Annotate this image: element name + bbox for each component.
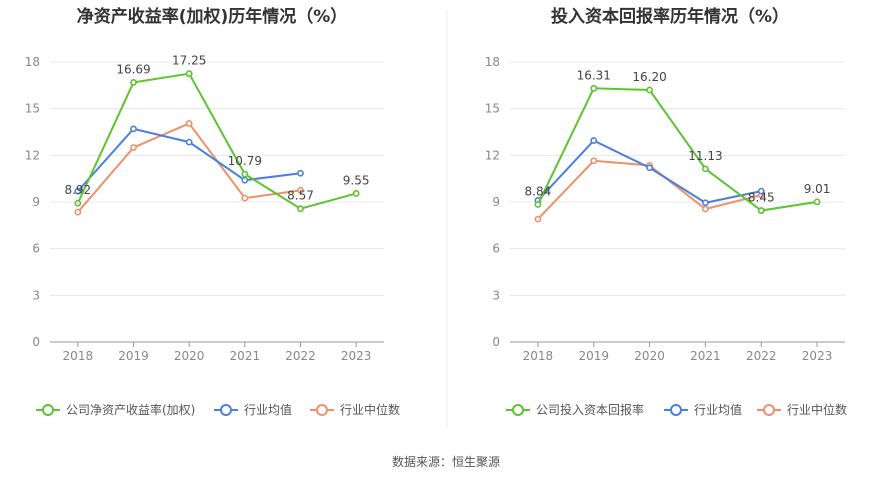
x-tick-label: 2023: [341, 349, 372, 363]
legend-label: 行业均值: [694, 402, 742, 417]
data-point-industry-avg[interactable]: [757, 187, 765, 195]
data-point-industry-avg[interactable]: [185, 138, 193, 146]
data-label: 16.20: [632, 70, 666, 84]
x-tick-label: 2019: [578, 349, 609, 363]
legend-marker-icon: [42, 404, 54, 416]
data-point-industry-avg[interactable]: [130, 125, 137, 133]
source-label: 数据来源：恒生聚源: [392, 454, 500, 469]
legend-item-industry-median[interactable]: 行业中位数: [757, 402, 847, 417]
data-point-industry-avg[interactable]: [241, 176, 249, 184]
data-point-industry-avg[interactable]: [590, 137, 598, 144]
y-tick-label: 18: [25, 55, 40, 69]
y-tick-label: 12: [25, 148, 40, 162]
data-point-company[interactable]: [702, 165, 709, 173]
legend-label: 行业中位数: [787, 402, 847, 417]
y-tick-label: 9: [492, 195, 500, 209]
data-label: 9.01: [804, 182, 831, 196]
data-label: 17.25: [172, 54, 206, 68]
x-tick-label: 2019: [118, 349, 149, 363]
data-point-company[interactable]: [241, 170, 249, 178]
data-point-industry-median[interactable]: [590, 157, 598, 165]
data-point-company[interactable]: [352, 190, 360, 197]
data-point-company[interactable]: [297, 205, 304, 213]
x-tick-label: 2020: [634, 349, 665, 363]
data-label: 16.69: [116, 62, 150, 76]
data-point-industry-median[interactable]: [297, 186, 304, 194]
data-point-industry-median[interactable]: [702, 205, 709, 213]
x-tick-label: 2020: [174, 349, 205, 363]
data-point-company[interactable]: [757, 207, 765, 214]
legend-item-company[interactable]: 公司投入资本回报率: [506, 402, 644, 417]
data-point-company[interactable]: [74, 199, 82, 207]
legend-marker-icon: [220, 404, 232, 416]
data-label: 8.45: [748, 191, 775, 205]
x-tick-label: 2022: [746, 349, 777, 363]
data-point-company[interactable]: [534, 201, 542, 208]
data-point-industry-median[interactable]: [185, 120, 193, 127]
y-tick-label: 6: [492, 242, 500, 256]
data-point-industry-median[interactable]: [534, 215, 542, 223]
y-tick-label: 9: [32, 195, 40, 209]
legend-marker-icon: [763, 404, 775, 416]
legend-marker-icon: [316, 404, 328, 416]
legend-label: 行业均值: [244, 402, 292, 417]
legend-item-company[interactable]: 公司净资产收益率(加权): [36, 402, 195, 417]
legend-item-industry-avg[interactable]: 行业均值: [214, 402, 292, 417]
y-tick-label: 0: [32, 335, 40, 349]
data-point-industry-median[interactable]: [130, 144, 137, 151]
series-line-industry-avg: [77, 127, 301, 192]
y-tick-label: 6: [32, 242, 40, 256]
data-label: 8.92: [64, 183, 91, 197]
data-point-industry-median[interactable]: [74, 208, 82, 216]
data-point-company[interactable]: [646, 86, 653, 94]
data-point-company[interactable]: [130, 78, 137, 86]
x-tick-label: 2018: [63, 349, 94, 363]
data-point-industry-avg[interactable]: [646, 164, 653, 172]
legend-label: 公司净资产收益率(加权): [66, 402, 195, 417]
x-tick-label: 2023: [802, 349, 833, 363]
data-point-company[interactable]: [813, 198, 821, 206]
series-line-industry-median: [77, 122, 301, 213]
data-label: 16.31: [577, 68, 611, 82]
x-tick-label: 2018: [523, 349, 554, 363]
series-line-industry-avg: [537, 139, 762, 204]
x-tick-label: 2021: [230, 349, 261, 363]
legend-item-industry-median[interactable]: 行业中位数: [310, 402, 400, 417]
data-label: 8.84: [525, 184, 552, 198]
data-point-industry-median[interactable]: [241, 194, 249, 202]
series-line-company: [76, 72, 357, 210]
data-label: 10.79: [228, 154, 262, 168]
data-point-industry-avg[interactable]: [74, 187, 82, 195]
legend-item-industry-avg[interactable]: 行业均值: [664, 402, 742, 417]
data-point-company[interactable]: [185, 70, 193, 78]
y-tick-label: 0: [492, 335, 500, 349]
y-tick-label: 3: [492, 288, 500, 302]
y-tick-label: 12: [485, 148, 500, 162]
legend-marker-icon: [512, 404, 524, 416]
chart-title: 投入资本回报率历年情况（%）: [551, 6, 789, 27]
data-point-company[interactable]: [590, 84, 598, 92]
y-tick-label: 15: [25, 102, 40, 116]
y-tick-label: 18: [485, 55, 500, 69]
chart-title: 净资产收益率(加权)历年情况（%）: [77, 6, 348, 27]
x-tick-label: 2021: [690, 349, 721, 363]
series-line-company: [537, 87, 818, 212]
data-label: 8.57: [287, 189, 314, 203]
legend-label: 行业中位数: [340, 402, 400, 417]
data-point-industry-avg[interactable]: [297, 169, 304, 177]
roe-chart-panel: 净资产收益率(加权)历年情况（%） 0 3 6 9 12 15 18 2018 2019 2020 2…: [25, 6, 400, 417]
y-tick-label: 3: [32, 288, 40, 302]
data-point-industry-avg[interactable]: [702, 199, 709, 207]
legend-label: 公司投入资本回报率: [536, 402, 644, 417]
data-label: 11.13: [688, 149, 722, 163]
data-label: 9.55: [343, 173, 370, 187]
y-tick-label: 15: [485, 102, 500, 116]
legend-marker-icon: [670, 404, 682, 416]
roic-chart-panel: 投入资本回报率历年情况（%） 0 3 6 9 12 15 18 2018 2019 2020 2021…: [485, 6, 847, 417]
x-tick-label: 2022: [285, 349, 316, 363]
